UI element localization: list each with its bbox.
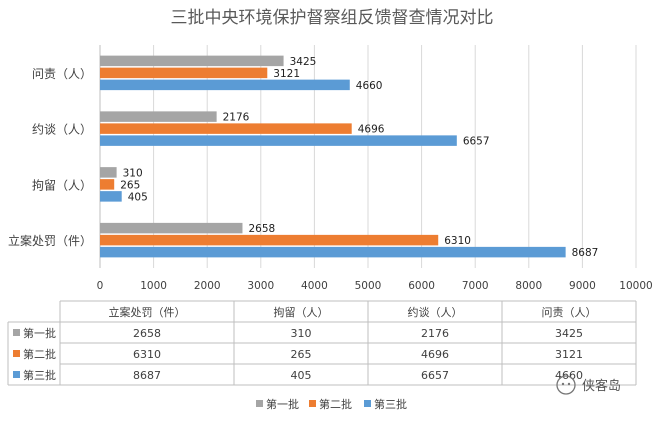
legend-swatch	[309, 400, 316, 407]
table-cell: 265	[291, 348, 312, 361]
data-label: 3425	[290, 56, 317, 68]
tick-label: 3000	[247, 280, 274, 292]
bar	[100, 167, 117, 178]
table-series-key	[13, 350, 20, 357]
wechat-icon	[556, 375, 576, 395]
table-cell: 4660	[555, 369, 583, 382]
legend-label: 第三批	[374, 397, 407, 411]
table-cell: 4696	[421, 348, 449, 361]
data-label: 8687	[572, 247, 599, 259]
table-row-label: 第三批	[23, 368, 56, 382]
table-cell: 310	[291, 327, 312, 340]
watermark: 侠客岛	[556, 375, 621, 395]
gridlines	[99, 45, 637, 268]
table-series-key	[13, 371, 20, 378]
table-cell: 3425	[555, 327, 583, 340]
bar	[100, 55, 284, 67]
table-header-cell: 立案处罚（件）	[109, 305, 186, 319]
data-label: 310	[123, 167, 143, 179]
data-label: 3121	[273, 68, 300, 80]
tick-label: 4000	[301, 280, 328, 292]
legend-label: 第二批	[319, 397, 352, 411]
tick-label: 10000	[619, 280, 652, 292]
table-cell: 8687	[133, 369, 161, 382]
category-label: 拘留（人）	[32, 178, 92, 192]
tick-label: 2000	[194, 280, 221, 292]
data-table: 立案处罚（件） 拘留（人） 约谈（人） 问责（人） 第一批 2658 310 2176 3425…	[7, 300, 637, 386]
data-label: 405	[128, 191, 148, 203]
table-cell: 6657	[421, 369, 449, 382]
category-labels: 立案处罚（件） 拘留（人） 约谈（人） 问责（人）	[8, 67, 92, 248]
table-header-cell: 问责（人）	[542, 306, 597, 319]
data-label: 2176	[223, 112, 250, 124]
category-label: 立案处罚（件）	[8, 233, 92, 248]
watermark-text: 侠客岛	[582, 378, 621, 394]
data-label: 4696	[358, 124, 385, 136]
bar	[100, 111, 217, 122]
legend-label: 第一批	[266, 397, 299, 411]
table-header-cell: 约谈（人）	[408, 306, 463, 319]
table-cell: 405	[291, 369, 312, 382]
table-row-label: 第二批	[23, 347, 56, 361]
bar	[100, 191, 122, 202]
tick-label: 7000	[462, 280, 489, 292]
bar	[100, 135, 457, 146]
bar	[100, 179, 115, 190]
legend: 第一批 第二批 第三批	[256, 397, 407, 411]
bar	[100, 79, 350, 91]
data-label: 6657	[463, 136, 490, 148]
table-header-cell: 拘留（人）	[274, 305, 329, 319]
tick-label: 9000	[569, 280, 596, 292]
tick-labels: 0 1000 2000 3000 4000 5000 6000 7000 8000 9000 100…	[97, 280, 653, 292]
table-cell: 2176	[421, 327, 449, 340]
legend-swatch	[256, 400, 263, 407]
bar	[100, 234, 439, 246]
tick-label: 6000	[408, 280, 435, 292]
chart-title: 三批中央环境保护督察组反馈督查情况对比	[171, 8, 494, 28]
bar	[100, 67, 268, 79]
table-row-label: 第一批	[23, 326, 56, 340]
data-label: 4660	[356, 80, 383, 92]
category-label: 问责（人）	[32, 67, 92, 81]
category-label: 约谈（人）	[32, 122, 92, 137]
table-cell: 3121	[555, 348, 583, 361]
bar	[100, 246, 566, 258]
legend-swatch	[364, 400, 371, 407]
table-cell: 6310	[133, 348, 161, 361]
bar	[100, 222, 243, 234]
table-series-key	[13, 329, 20, 336]
tick-label: 5000	[355, 280, 382, 292]
table-cell: 2658	[133, 327, 161, 340]
tick-label: 0	[97, 280, 104, 292]
tick-label: 8000	[515, 280, 542, 292]
bar	[100, 123, 352, 134]
tick-label: 1000	[140, 280, 167, 292]
data-label: 6310	[444, 235, 471, 247]
data-label: 265	[120, 179, 140, 191]
data-label: 2658	[248, 223, 275, 235]
